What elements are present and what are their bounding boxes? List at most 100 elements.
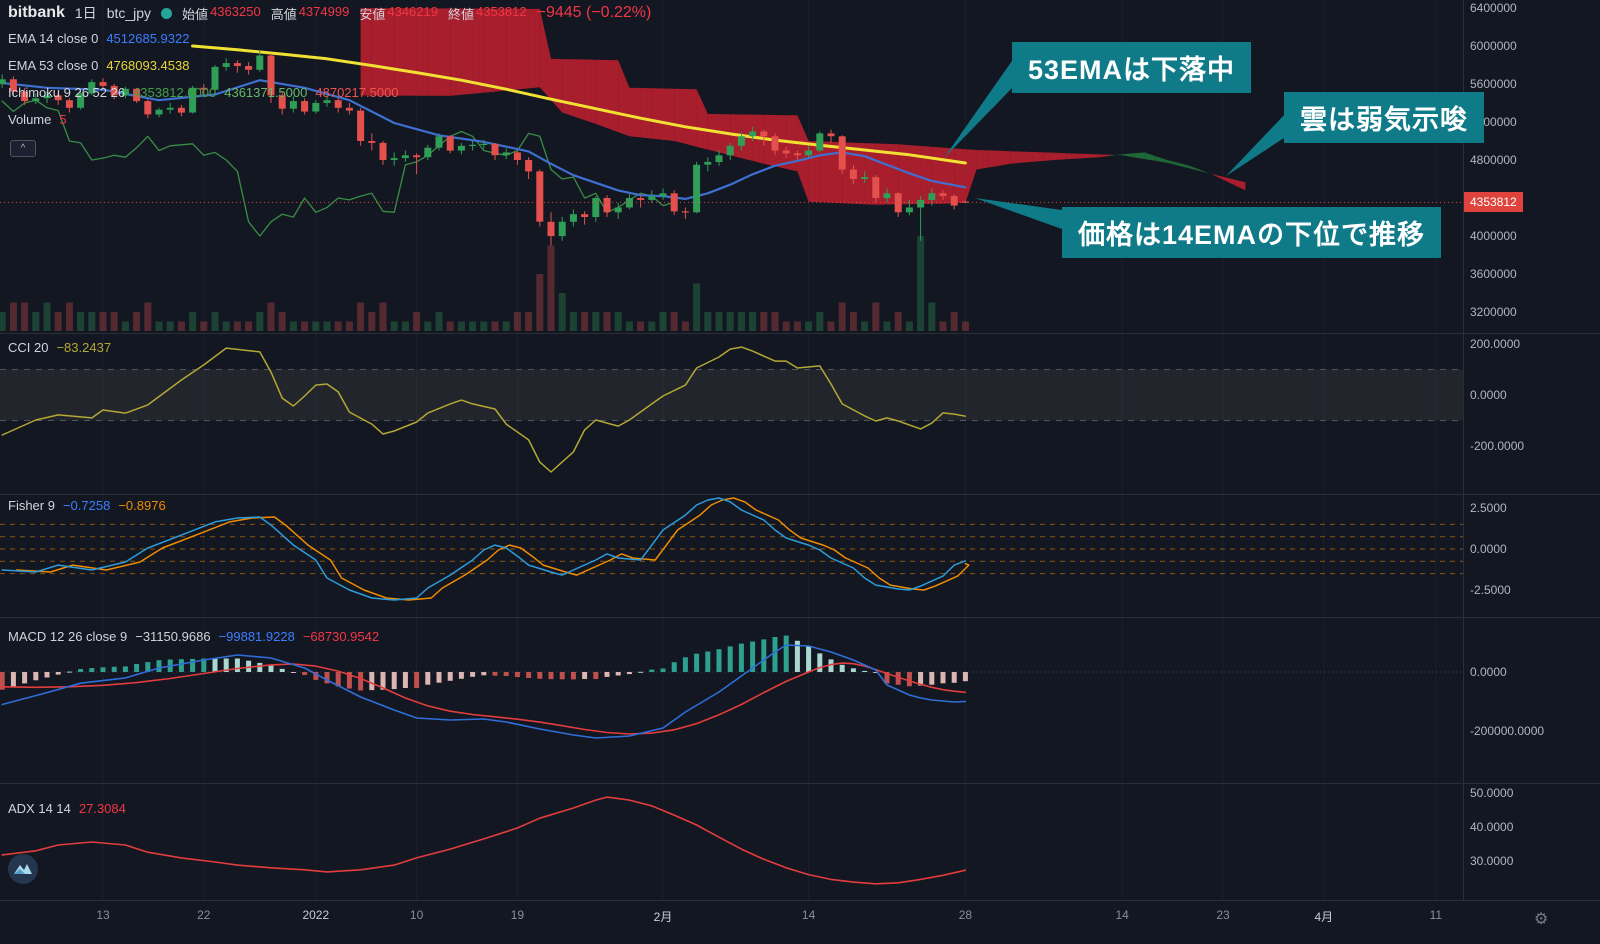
volume-bar bbox=[737, 312, 745, 331]
interval-selector[interactable]: 1日 bbox=[74, 5, 97, 21]
annotation-53ema-falling[interactable]: 53EMAは下落中 bbox=[1012, 42, 1252, 93]
candle-body bbox=[771, 136, 779, 151]
candle-body bbox=[278, 95, 286, 109]
pane-title-cci[interactable]: CCI 20 −83.2437 bbox=[8, 340, 111, 355]
fisher-trigger-line bbox=[16, 497, 970, 601]
volume-bar bbox=[177, 321, 185, 331]
pane-title-fisher[interactable]: Fisher 9 −0.7258 −0.8976 bbox=[8, 498, 166, 513]
candle-body bbox=[782, 150, 790, 154]
pane-separator[interactable] bbox=[0, 333, 1600, 334]
volume-bar bbox=[614, 312, 622, 331]
macd-histogram-bar bbox=[526, 672, 532, 678]
candle-body bbox=[110, 85, 118, 96]
candle-body bbox=[43, 95, 51, 99]
axis-settings-gear-icon[interactable]: ⚙ bbox=[1534, 911, 1549, 928]
ichimoku-cloud bbox=[696, 89, 708, 150]
candle-body bbox=[905, 207, 913, 213]
symbol-name[interactable]: btc_jpy bbox=[106, 5, 152, 21]
macd-histogram-bar bbox=[705, 651, 711, 672]
cci-band bbox=[0, 369, 1463, 421]
time-axis[interactable]: 13 22 2022 10 19 2月 14 28 14 23 4月 11 bbox=[0, 900, 1600, 944]
candle-body bbox=[301, 101, 309, 112]
candle-body bbox=[670, 193, 678, 212]
volume-bar bbox=[917, 236, 925, 331]
indicator-legend-ema53[interactable]: EMA 53 close 0 4768093.4538 bbox=[8, 58, 189, 73]
candle-body bbox=[133, 88, 141, 102]
ohlc-low: 安値 4346219 bbox=[359, 4, 438, 23]
indicator-legend-ema14[interactable]: EMA 14 close 0 4512685.9322 bbox=[8, 31, 189, 46]
candle-body bbox=[536, 171, 544, 222]
macd-histogram-bar bbox=[570, 672, 576, 680]
exchange-name[interactable]: bitbank bbox=[8, 4, 65, 21]
pane-separator[interactable] bbox=[0, 494, 1600, 495]
ichimoku-cloud bbox=[976, 150, 988, 170]
pane-separator[interactable] bbox=[0, 617, 1600, 618]
volume-bar bbox=[760, 312, 768, 331]
legend-collapse-button[interactable]: ^ bbox=[10, 140, 36, 157]
macd-title: MACD 12 26 close 9 bbox=[8, 629, 128, 644]
volume-bar bbox=[0, 312, 6, 331]
candle-body bbox=[502, 152, 510, 156]
macd-histogram-bar bbox=[391, 672, 397, 690]
volume-bar bbox=[816, 312, 824, 331]
indicator-legend-volume[interactable]: Volume 5 bbox=[8, 112, 67, 127]
volume-bar bbox=[480, 321, 488, 331]
price-axis[interactable]: 6400000 6000000 5600000 5200000 4800000 40000… bbox=[1463, 0, 1600, 900]
volume-bar bbox=[513, 312, 521, 331]
ichimoku-cloud bbox=[685, 89, 697, 147]
annotation-cloud-bearish[interactable]: 雲は弱気示唆 bbox=[1284, 92, 1484, 143]
candle-body bbox=[827, 133, 835, 137]
ichimoku-cloud bbox=[965, 149, 977, 203]
ichimoku-cloud bbox=[1133, 152, 1145, 160]
volume-bar bbox=[133, 312, 141, 331]
axis-tick-label: 2.5000 bbox=[1470, 501, 1507, 515]
candle-body bbox=[939, 193, 947, 197]
ichimoku-cloud bbox=[629, 87, 641, 138]
volume-bar bbox=[155, 321, 163, 331]
watermark-logo-button[interactable] bbox=[8, 854, 38, 884]
time-tick-label: 28 bbox=[958, 908, 973, 922]
volume-bar bbox=[446, 321, 454, 331]
pane-separator[interactable] bbox=[0, 783, 1600, 784]
macd-histogram-bar bbox=[234, 658, 240, 672]
volume-bar bbox=[592, 312, 600, 331]
ichimoku-cloud bbox=[394, 8, 406, 96]
market-status-icon bbox=[161, 7, 173, 19]
ichimoku-cloud bbox=[551, 58, 563, 113]
candle-body bbox=[88, 82, 96, 94]
volume-bar bbox=[435, 312, 443, 331]
pane-title-adx[interactable]: ADX 14 14 27.3084 bbox=[8, 801, 126, 816]
macd-histogram-bar bbox=[246, 660, 252, 672]
volume-bar bbox=[390, 321, 398, 331]
candle-body bbox=[379, 142, 387, 160]
candle-body bbox=[77, 93, 85, 108]
candle-body bbox=[54, 95, 62, 101]
volume-bar bbox=[21, 302, 29, 331]
ohlc-close-label: 終値 bbox=[447, 6, 474, 22]
annotation-price-below-14ema[interactable]: 価格は14EMAの下位で推移 bbox=[1062, 207, 1442, 258]
candle-body bbox=[838, 136, 846, 170]
macd-histogram-bar bbox=[223, 658, 229, 672]
volume-bar bbox=[345, 321, 353, 331]
macd-histogram-bar bbox=[873, 672, 879, 673]
pane-title-macd[interactable]: MACD 12 26 close 9 −31150.9686 −99881.92… bbox=[8, 629, 379, 644]
candle-body bbox=[928, 193, 936, 200]
volume-bar bbox=[771, 312, 779, 331]
candle-body bbox=[289, 101, 297, 109]
ichimoku-cloud bbox=[853, 142, 865, 205]
macd-histogram-bar bbox=[559, 672, 565, 680]
macd-histogram-bar bbox=[828, 659, 834, 672]
indicator-legend-ichimoku[interactable]: Ichimoku 9 26 52 26 4353812.0000 4361371… bbox=[8, 85, 399, 100]
candle-body bbox=[614, 207, 622, 213]
candle-body bbox=[569, 214, 577, 222]
axis-tick-label: 50.0000 bbox=[1470, 786, 1514, 800]
candle-body bbox=[32, 98, 40, 102]
chart-canvas[interactable] bbox=[0, 0, 1463, 900]
candle-body bbox=[872, 177, 880, 198]
macd-histogram-bar bbox=[783, 635, 789, 672]
ichimoku-cloud bbox=[383, 8, 395, 96]
volume-bar bbox=[368, 312, 376, 331]
ichimoku-cloud bbox=[1155, 156, 1167, 163]
volume-bar bbox=[715, 312, 723, 331]
candle-body bbox=[603, 198, 611, 213]
